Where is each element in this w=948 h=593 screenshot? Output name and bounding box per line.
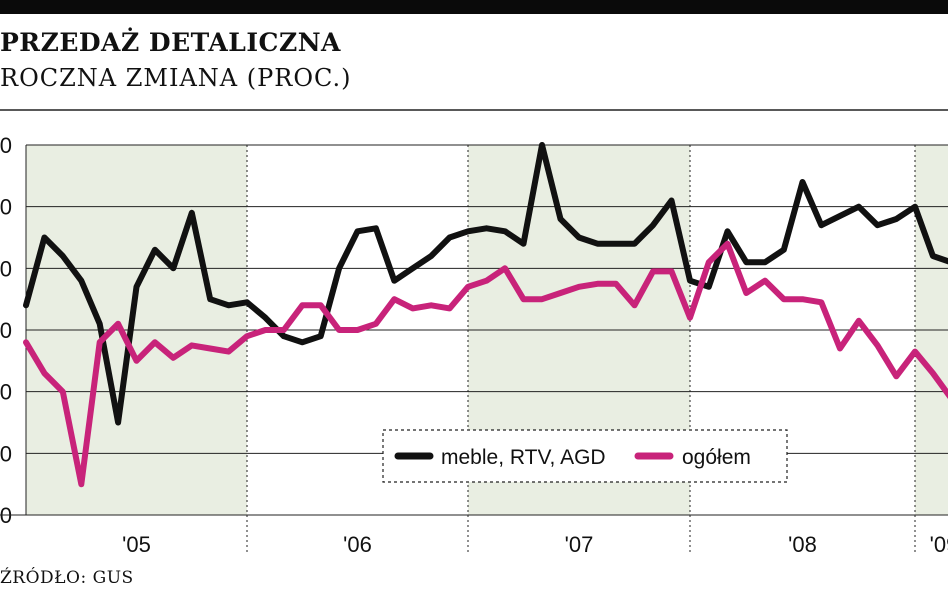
chart-subtitle: ROCZNA ZMIANA (PROC.) xyxy=(0,64,352,92)
x-tick-label: '05 xyxy=(122,532,151,557)
x-tick-label: '07 xyxy=(565,532,594,557)
source-note: ŹRÓDŁO: GUS xyxy=(0,568,134,588)
x-tick-label: '09 xyxy=(930,532,948,557)
legend-box xyxy=(382,429,788,483)
x-tick-label: '08 xyxy=(788,532,817,557)
y-tick-label: 10 xyxy=(0,256,12,281)
top-bar xyxy=(0,0,948,14)
legend-label-0: meble, RTV, AGD xyxy=(441,446,606,469)
y-tick-label: -20 xyxy=(0,441,12,466)
legend-label-1: ogółem xyxy=(682,446,751,469)
y-tick-label: -10 xyxy=(0,380,12,405)
chart-title: PRZEDAŻ DETALICZNA xyxy=(0,28,341,57)
y-tick-label: 0 xyxy=(0,318,12,343)
series-line-0 xyxy=(23,142,948,426)
x-tick-label: '06 xyxy=(343,532,372,557)
y-tick-label: 30 xyxy=(0,133,12,158)
y-tick-label: 20 xyxy=(0,195,12,220)
series-line-1 xyxy=(23,240,948,488)
